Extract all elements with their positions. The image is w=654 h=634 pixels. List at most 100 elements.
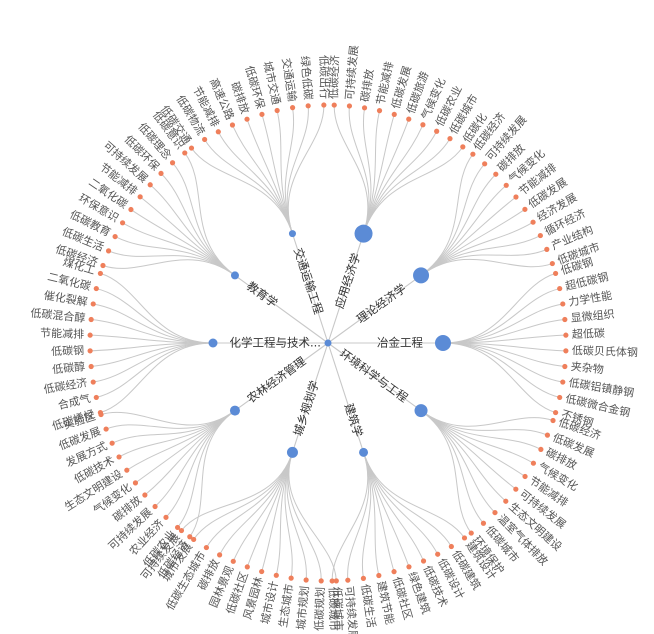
leaf-node[interactable] bbox=[470, 151, 476, 157]
leaf-node[interactable] bbox=[550, 417, 556, 424]
leaf-node[interactable] bbox=[503, 498, 509, 504]
leaf-node[interactable] bbox=[482, 161, 488, 167]
leaf-node[interactable] bbox=[406, 564, 412, 570]
leaf-node[interactable] bbox=[563, 348, 569, 354]
leaf-node[interactable] bbox=[88, 316, 94, 323]
leaf-node[interactable] bbox=[557, 394, 563, 401]
leaf-node[interactable] bbox=[128, 206, 134, 213]
leaf-node[interactable] bbox=[530, 460, 537, 466]
leaf-node[interactable] bbox=[447, 136, 453, 142]
leaf-node[interactable] bbox=[188, 145, 195, 151]
leaf-node[interactable] bbox=[461, 535, 468, 541]
leaf-node[interactable] bbox=[560, 379, 566, 385]
leaf-node[interactable] bbox=[147, 182, 153, 188]
leaf-node[interactable] bbox=[331, 102, 337, 108]
leaf-node[interactable] bbox=[163, 514, 169, 520]
leaf-node[interactable] bbox=[274, 107, 280, 114]
leaf-node[interactable] bbox=[97, 270, 103, 277]
leaf-node[interactable] bbox=[215, 129, 221, 135]
leaf-node[interactable] bbox=[435, 551, 441, 557]
leaf-node[interactable] bbox=[112, 233, 118, 240]
branch-node[interactable] bbox=[288, 230, 296, 238]
leaf-node[interactable] bbox=[289, 105, 296, 111]
leaf-node[interactable] bbox=[562, 363, 568, 370]
leaf-node[interactable] bbox=[480, 520, 487, 526]
leaf-node[interactable] bbox=[493, 171, 499, 177]
leaf-node[interactable] bbox=[288, 575, 294, 581]
leaf-node[interactable] bbox=[530, 219, 536, 225]
leaf-node[interactable] bbox=[345, 577, 351, 583]
leaf-node[interactable] bbox=[376, 108, 383, 114]
leaf-node[interactable] bbox=[544, 246, 550, 252]
leaf-node[interactable] bbox=[321, 102, 327, 108]
branch-node[interactable] bbox=[354, 224, 373, 243]
leaf-node[interactable] bbox=[544, 432, 551, 438]
leaf-node[interactable] bbox=[187, 534, 193, 540]
leaf-node[interactable] bbox=[230, 558, 236, 564]
leaf-node[interactable] bbox=[503, 182, 509, 188]
leaf-node[interactable] bbox=[87, 332, 93, 338]
leaf-node[interactable] bbox=[406, 116, 412, 122]
leaf-node[interactable] bbox=[448, 543, 454, 550]
leaf-node[interactable] bbox=[116, 454, 122, 460]
leaf-node[interactable] bbox=[346, 103, 353, 109]
leaf-node[interactable] bbox=[361, 105, 368, 111]
leaf-node[interactable] bbox=[305, 103, 311, 109]
branch-node[interactable] bbox=[229, 405, 240, 416]
leaf-node[interactable] bbox=[182, 150, 188, 156]
leaf-node[interactable] bbox=[522, 206, 528, 212]
leaf-node[interactable] bbox=[549, 260, 555, 267]
leaf-node[interactable] bbox=[563, 332, 569, 338]
leaf-node[interactable] bbox=[420, 558, 427, 564]
leaf-node[interactable] bbox=[513, 486, 519, 492]
leaf-node[interactable] bbox=[244, 564, 250, 570]
leaf-node[interactable] bbox=[152, 503, 158, 510]
leaf-node[interactable] bbox=[217, 552, 223, 558]
leaf-node[interactable] bbox=[178, 527, 185, 534]
leaf-node[interactable] bbox=[420, 122, 426, 128]
leaf-node[interactable] bbox=[318, 578, 324, 584]
leaf-node[interactable] bbox=[333, 578, 339, 584]
branch-node[interactable] bbox=[414, 404, 428, 418]
branch-node[interactable] bbox=[230, 271, 239, 280]
root-node[interactable] bbox=[324, 339, 332, 347]
leaf-node[interactable] bbox=[158, 170, 164, 177]
leaf-node[interactable] bbox=[303, 577, 309, 583]
leaf-node[interactable] bbox=[132, 480, 139, 486]
leaf-node[interactable] bbox=[560, 301, 566, 307]
branch-node[interactable] bbox=[359, 447, 369, 457]
leaf-node[interactable] bbox=[142, 492, 148, 498]
leaf-node[interactable] bbox=[93, 394, 99, 401]
leaf-node[interactable] bbox=[391, 569, 397, 575]
leaf-node[interactable] bbox=[259, 111, 265, 117]
leaf-node[interactable] bbox=[169, 160, 176, 166]
leaf-node[interactable] bbox=[460, 144, 466, 150]
leaf-node[interactable] bbox=[229, 122, 236, 128]
leaf-node[interactable] bbox=[119, 220, 126, 226]
leaf-node[interactable] bbox=[513, 194, 519, 200]
leaf-node[interactable] bbox=[191, 536, 197, 543]
leaf-node[interactable] bbox=[174, 524, 181, 531]
leaf-node[interactable] bbox=[109, 440, 115, 446]
leaf-node[interactable] bbox=[553, 270, 559, 277]
leaf-node[interactable] bbox=[105, 248, 112, 254]
leaf-node[interactable] bbox=[93, 285, 99, 292]
leaf-node[interactable] bbox=[522, 473, 528, 480]
leaf-node[interactable] bbox=[244, 116, 250, 122]
leaf-node[interactable] bbox=[90, 301, 96, 307]
leaf-node[interactable] bbox=[553, 409, 559, 416]
leaf-node[interactable] bbox=[90, 379, 96, 385]
leaf-node[interactable] bbox=[376, 572, 382, 579]
leaf-node[interactable] bbox=[360, 575, 367, 581]
leaf-node[interactable] bbox=[88, 363, 94, 370]
leaf-node[interactable] bbox=[124, 467, 130, 473]
leaf-node[interactable] bbox=[97, 409, 103, 416]
leaf-node[interactable] bbox=[273, 572, 279, 578]
leaf-node[interactable] bbox=[434, 128, 440, 134]
branch-node[interactable] bbox=[286, 446, 298, 458]
leaf-node[interactable] bbox=[468, 530, 474, 536]
leaf-node[interactable] bbox=[203, 544, 209, 551]
branch-node[interactable] bbox=[208, 338, 218, 348]
leaf-node[interactable] bbox=[538, 446, 544, 453]
leaf-node[interactable] bbox=[259, 568, 265, 575]
